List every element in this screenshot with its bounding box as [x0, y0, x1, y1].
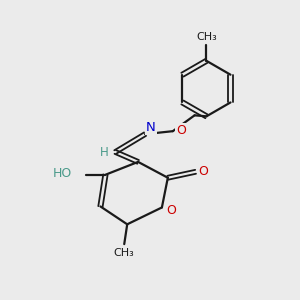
Text: CH₃: CH₃ — [196, 32, 217, 42]
Text: O: O — [199, 165, 208, 178]
Text: O: O — [166, 204, 176, 217]
Text: H: H — [100, 146, 109, 160]
Text: HO: HO — [52, 167, 72, 180]
Text: CH₃: CH₃ — [114, 248, 135, 258]
Text: N: N — [146, 121, 156, 134]
Text: O: O — [176, 124, 186, 137]
